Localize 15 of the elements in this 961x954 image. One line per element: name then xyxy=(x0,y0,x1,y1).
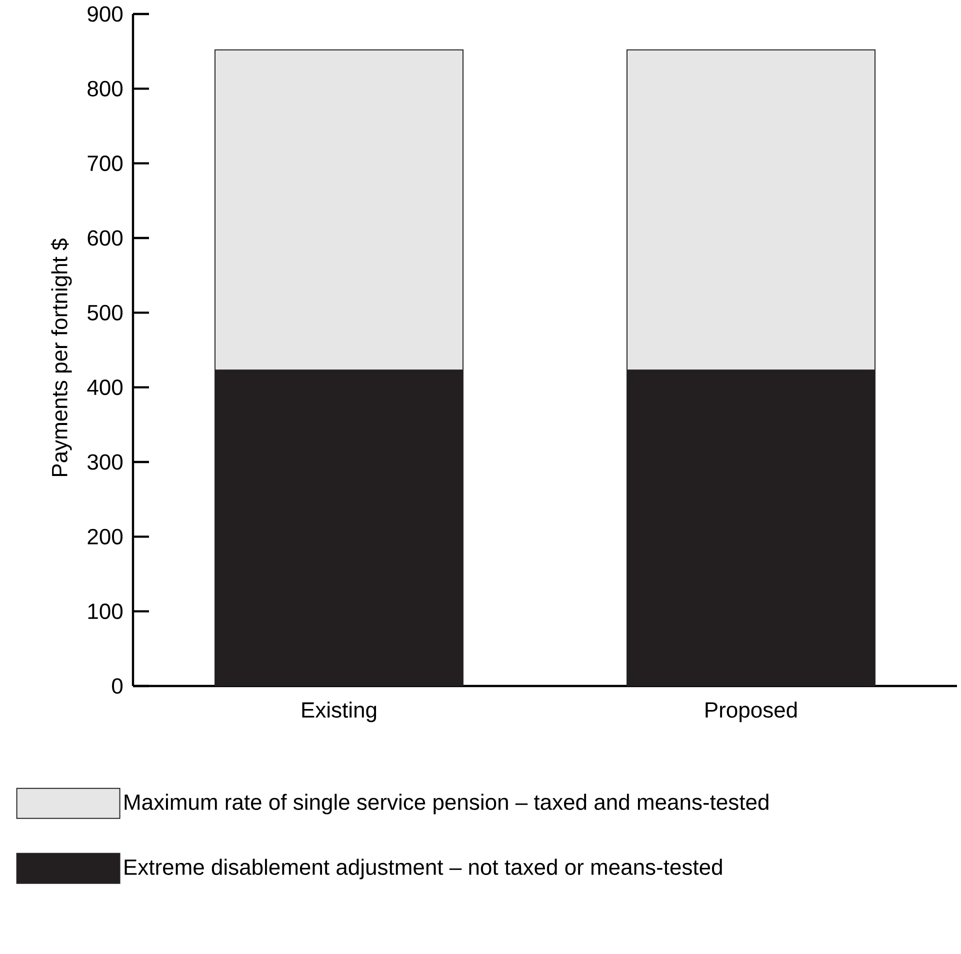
x-tick-label: Proposed xyxy=(706,702,797,722)
y-tick-label: 900 xyxy=(88,6,123,22)
legend-label: Maximum rate of single service pension – taxed and means-tested xyxy=(124,794,768,814)
y-tick-label: 500 xyxy=(88,304,123,320)
y-tick-label: 700 xyxy=(88,156,123,172)
y-tick-label: 800 xyxy=(88,80,123,96)
y-tick-label: 100 xyxy=(88,604,123,620)
legend-label: Extreme disablement adjustment – not taxed or means-tested xyxy=(124,858,722,880)
y-tick-label: 600 xyxy=(88,230,123,246)
y-axis-title: Payments per fortnight $ xyxy=(50,238,72,476)
x-tick-label: Existing xyxy=(302,702,376,722)
y-tick-label: 300 xyxy=(88,454,123,470)
y-tick-label: 400 xyxy=(87,380,123,396)
y-tick-label: 200 xyxy=(88,528,123,544)
y-tick-label: 0 xyxy=(112,678,123,694)
